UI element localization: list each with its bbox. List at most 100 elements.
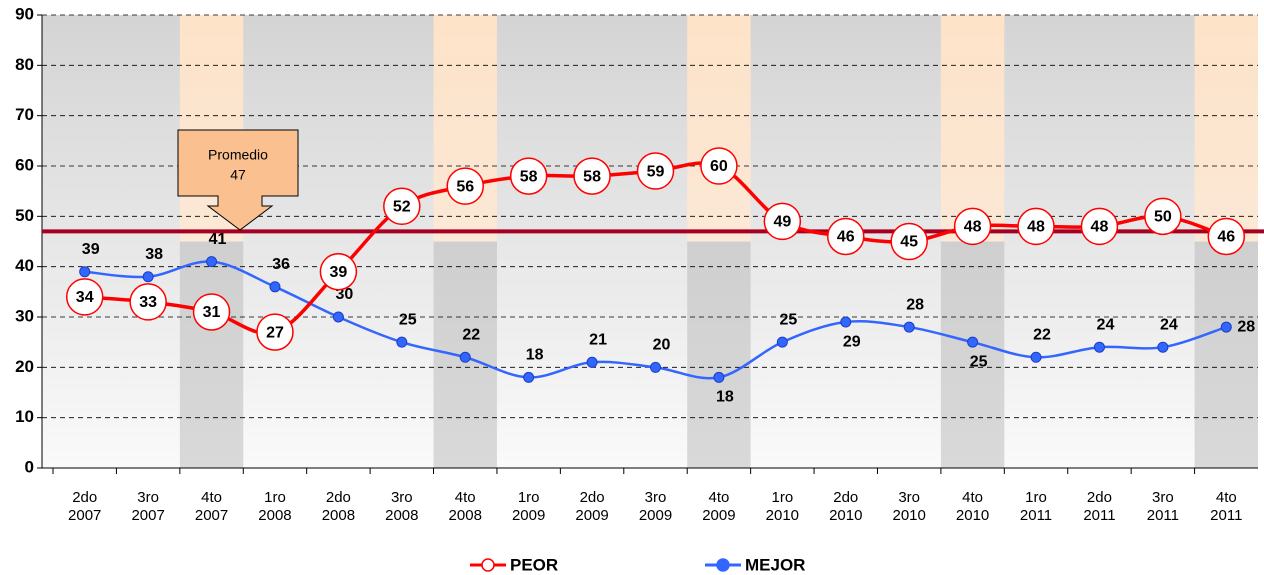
data-label: 24	[1097, 316, 1115, 333]
point	[319, 252, 358, 291]
data-label: 27	[266, 324, 284, 341]
point	[713, 371, 725, 383]
point	[1080, 207, 1119, 246]
data-label: 28	[906, 296, 924, 313]
point	[967, 336, 979, 348]
y-tick-label: 20	[15, 357, 34, 376]
point	[1017, 207, 1055, 246]
band-highlight	[179, 15, 244, 468]
point	[383, 187, 421, 226]
data-label: 52	[393, 198, 411, 215]
point	[890, 222, 928, 261]
x-tick-label: 1ro 2010	[766, 489, 799, 524]
point	[1157, 341, 1169, 353]
point	[129, 283, 167, 321]
data-label: 50	[1154, 209, 1172, 226]
data-label: 30	[335, 286, 353, 303]
point	[269, 281, 281, 293]
point	[776, 336, 788, 348]
data-label: 46	[837, 229, 855, 246]
plot-background	[42, 15, 1258, 468]
data-label: 49	[773, 214, 791, 231]
point	[953, 207, 992, 246]
point	[636, 152, 675, 190]
point	[1220, 321, 1232, 333]
x-tick-label: 2do 2011	[1083, 489, 1115, 524]
data-label: 29	[843, 333, 861, 350]
y-tick-label: 70	[15, 105, 34, 124]
average-label: Promedio	[208, 147, 268, 163]
data-label: 39	[329, 264, 347, 281]
data-label: 48	[1091, 219, 1109, 236]
x-tick-label: 4to 2010	[956, 489, 989, 524]
point	[396, 336, 408, 348]
x-tick-label: 2do 2010	[829, 489, 862, 524]
point	[509, 157, 548, 195]
legend-label: PEOR	[510, 555, 558, 574]
data-label: 58	[583, 168, 601, 185]
point	[1207, 217, 1246, 256]
data-label: 22	[462, 326, 480, 343]
point	[1144, 197, 1182, 236]
data-label: 21	[589, 332, 607, 349]
x-tick-label: 4to 2008	[449, 489, 482, 524]
y-tick-label: 30	[15, 306, 34, 325]
data-label: 31	[203, 304, 221, 321]
band-highlight	[433, 15, 497, 468]
point	[1030, 351, 1042, 363]
point	[459, 351, 471, 363]
point	[523, 371, 535, 383]
y-tick-label: 80	[15, 55, 34, 74]
data-label: 25	[970, 353, 988, 370]
x-tick-label: 4to 2007	[195, 489, 228, 524]
data-label: 28	[1237, 318, 1255, 335]
data-label: 34	[76, 289, 94, 306]
data-label: 18	[716, 389, 734, 406]
point	[446, 167, 484, 205]
point	[586, 356, 598, 368]
point	[142, 271, 154, 283]
point	[256, 313, 294, 351]
legend-label: MEJOR	[745, 555, 805, 574]
x-tick-label: 1ro 2009	[512, 489, 545, 524]
data-label: 48	[964, 219, 982, 236]
x-tick-label: 3ro 2008	[385, 489, 418, 524]
data-label: 20	[653, 337, 671, 354]
point	[763, 202, 802, 241]
data-label: 58	[520, 168, 538, 185]
x-tick-label: 4to 2009	[702, 489, 735, 524]
data-label: 18	[526, 347, 544, 364]
point	[332, 311, 344, 323]
x-tick-label: 1ro 2008	[258, 489, 291, 524]
data-label: 25	[399, 311, 417, 328]
average-value: 47	[230, 167, 246, 183]
x-tick-label: 3ro 2007	[131, 489, 164, 524]
x-tick-label: 4to 2011	[1210, 489, 1242, 524]
data-label: 33	[139, 294, 157, 311]
data-label: 59	[647, 163, 665, 180]
x-tick-label: 3ro 2011	[1147, 489, 1179, 524]
point	[206, 256, 218, 268]
data-label: 22	[1033, 326, 1051, 343]
point	[903, 321, 915, 333]
point	[827, 217, 865, 256]
y-tick-label: 0	[25, 457, 34, 476]
data-label: 36	[272, 256, 290, 273]
point	[700, 147, 738, 185]
data-label: 48	[1027, 219, 1045, 236]
data-label: 24	[1160, 316, 1178, 333]
legend-marker	[716, 558, 730, 572]
point	[65, 278, 104, 316]
data-label: 39	[82, 241, 100, 258]
data-label: 45	[900, 234, 918, 251]
x-tick-label: 3ro 2010	[892, 489, 925, 524]
average-callout	[177, 129, 299, 231]
y-tick-label: 10	[15, 407, 34, 426]
x-tick-label: 2do 2008	[322, 489, 355, 524]
y-tick-label: 60	[15, 155, 34, 174]
x-tick-label: 1ro 2011	[1020, 489, 1052, 524]
point	[1093, 341, 1105, 353]
legend-marker	[481, 558, 495, 572]
y-tick-label: 90	[15, 4, 34, 23]
